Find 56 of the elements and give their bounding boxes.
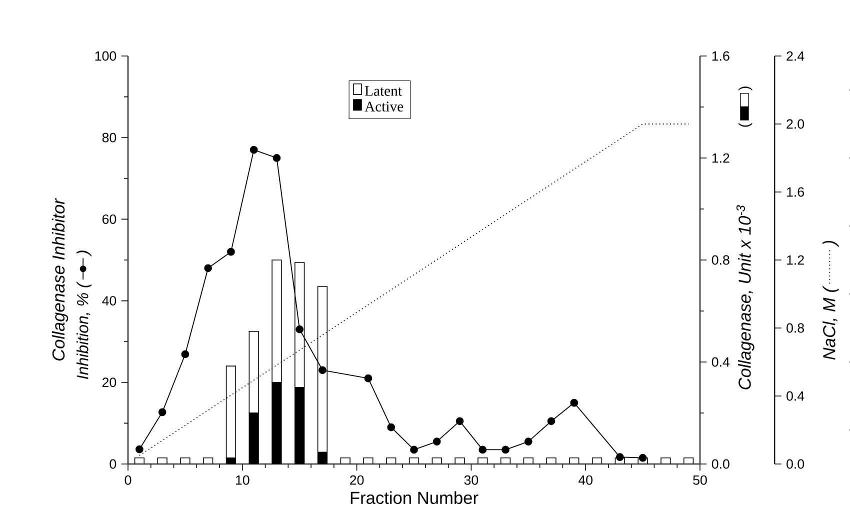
x-tick-label: 20 [350,475,364,485]
point [387,423,396,432]
point [227,248,235,256]
y-tick-label: 60 [102,214,116,224]
point [181,350,190,358]
y-tick-label: 0 [110,459,116,469]
y3-tick-label: 0.4 [786,391,804,401]
y2-tick-label: 0.4 [712,357,730,367]
y2-tick-label: 1.2 [712,153,730,163]
y3-tick-label: 1.2 [787,255,804,265]
x-tick-label: 50 [693,475,707,485]
point [318,366,326,374]
point [502,446,510,454]
x-tick-label: 10 [236,475,250,485]
y3-tick-label: 0.8 [786,323,804,333]
text: ) [738,86,752,90]
y-tick-label: 20 [102,378,116,388]
point [272,154,281,162]
point [296,325,304,334]
y3-axis-title: NaCl, M ( [822,286,839,360]
point [456,417,464,426]
y3-tick-label: 2.0 [786,119,804,129]
text: ) [76,250,92,257]
y3-tick-label: 2.4 [786,51,804,61]
y-tick-label: 40 [102,296,116,306]
point [250,146,258,154]
y-tick-label: 100 [95,51,116,61]
point [410,446,418,454]
x-tick-label: 0 [124,475,132,485]
x-tick-label: 30 [464,475,478,485]
legend-label: Latent [364,86,402,96]
x-tick-label: 40 [578,475,592,485]
text: ( [738,122,752,127]
y2-tick-label: 0.0 [712,459,730,469]
point [638,454,647,462]
y-axis-title: Collagenase Inhibitor [52,198,68,360]
point [364,374,372,382]
y2-axis-title: Collagenase, Unit x 10$^{-3}$ [736,205,754,390]
y-tick-label: 80 [102,132,116,142]
point [547,417,556,426]
point [204,264,212,272]
y2-tick-label: 0.8 [712,255,730,265]
point [616,453,624,461]
text: Inhibition, % ( [76,281,92,379]
y3-tick-label: 0.0 [786,459,804,469]
x-axis-title: Fraction Number [350,491,478,504]
point [136,445,144,454]
point [524,438,532,446]
y2-tick-label: 1.6 [712,51,730,61]
point [478,446,487,454]
legend-label: Active [364,102,404,112]
y3-tick-label: 1.6 [787,187,804,197]
text: ) [822,240,839,248]
point [158,408,166,416]
point [432,438,441,446]
point [570,398,578,407]
